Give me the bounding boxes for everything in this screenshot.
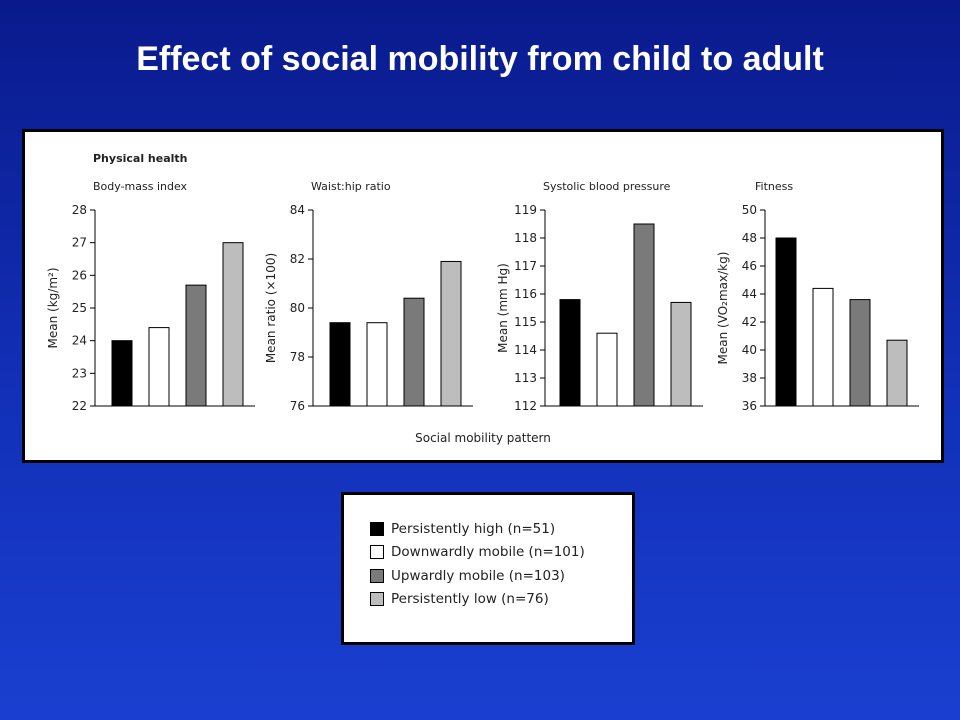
y-tick-label: 22 — [72, 399, 87, 413]
bar — [222, 242, 244, 407]
y-tick-label: 78 — [290, 350, 305, 364]
y-tick-label: 38 — [742, 371, 757, 385]
section-title: Physical health — [93, 152, 188, 165]
y-tick-label: 115 — [514, 315, 537, 329]
panel-title: Systolic blood pressure — [543, 180, 671, 193]
y-tick-label: 25 — [72, 301, 87, 315]
y-tick-label: 117 — [514, 259, 537, 273]
y-axis-label: Mean ratio (×100) — [264, 253, 278, 363]
bar — [111, 340, 133, 407]
legend-label: Downwardly mobile (n=101) — [391, 544, 585, 561]
y-tick-label: 46 — [742, 259, 757, 273]
bar — [849, 299, 871, 407]
bar — [633, 223, 655, 407]
legend-swatch — [370, 568, 384, 583]
y-tick-label: 36 — [742, 399, 757, 413]
y-tick-label: 112 — [514, 399, 537, 413]
y-tick-label: 82 — [290, 252, 305, 266]
slide-title: Effect of social mobility from child to … — [136, 40, 824, 78]
y-tick-label: 116 — [514, 287, 537, 301]
legend: Persistently high (n=51) Downwardly mobil… — [370, 517, 585, 611]
y-tick-label: 24 — [72, 334, 87, 348]
y-axis-label: Mean (VO₂max/kg) — [716, 252, 730, 365]
legend-swatch — [370, 545, 384, 560]
legend-swatch — [370, 592, 384, 607]
panel-title: Body-mass index — [93, 180, 188, 193]
bar — [329, 322, 351, 407]
y-tick-label: 119 — [514, 203, 537, 217]
bar — [596, 332, 618, 407]
bar — [812, 287, 834, 407]
y-tick-label: 84 — [290, 203, 305, 217]
bar — [366, 322, 388, 407]
bar — [403, 297, 425, 407]
y-tick-label: 114 — [514, 343, 537, 357]
bar-charts: Physical health Social mobility pattern Bo… — [46, 152, 919, 445]
y-tick-label: 80 — [290, 301, 305, 315]
bar — [670, 301, 692, 407]
y-tick-label: 28 — [72, 203, 87, 217]
bar — [185, 284, 207, 407]
y-tick-label: 44 — [742, 287, 757, 301]
legend-item: Persistently high (n=51) — [370, 517, 585, 541]
y-tick-label: 27 — [72, 236, 87, 250]
y-tick-label: 23 — [72, 366, 87, 380]
y-tick-label: 42 — [742, 315, 757, 329]
x-axis-label: Social mobility pattern — [415, 431, 551, 445]
bar — [886, 339, 908, 407]
legend-label: Persistently low (n=76) — [391, 591, 549, 608]
legend-item: Persistently low (n=76) — [370, 588, 585, 612]
y-tick-label: 76 — [290, 399, 305, 413]
bar — [559, 299, 581, 407]
y-tick-label: 113 — [514, 371, 537, 385]
y-tick-label: 26 — [72, 268, 87, 282]
y-axis-label: Mean (kg/m²) — [46, 268, 60, 349]
panel-title: Fitness — [755, 180, 793, 193]
legend-swatch — [370, 521, 384, 536]
y-tick-label: 40 — [742, 343, 757, 357]
legend-item: Downwardly mobile (n=101) — [370, 541, 585, 565]
bar — [148, 327, 170, 407]
bar — [775, 237, 797, 407]
panel-title: Waist:hip ratio — [311, 180, 391, 193]
legend-label: Upwardly mobile (n=103) — [391, 567, 565, 584]
y-axis-label: Mean (mm Hg) — [496, 263, 510, 353]
bar — [440, 260, 462, 407]
y-tick-label: 118 — [514, 231, 537, 245]
y-tick-label: 50 — [742, 203, 757, 217]
chart-panel: Physical health Social mobility pattern Bo… — [22, 129, 944, 463]
legend-label: Persistently high (n=51) — [391, 520, 556, 537]
legend-panel: Persistently high (n=51) Downwardly mobil… — [341, 492, 635, 645]
y-tick-label: 48 — [742, 231, 757, 245]
legend-item: Upwardly mobile (n=103) — [370, 564, 585, 588]
